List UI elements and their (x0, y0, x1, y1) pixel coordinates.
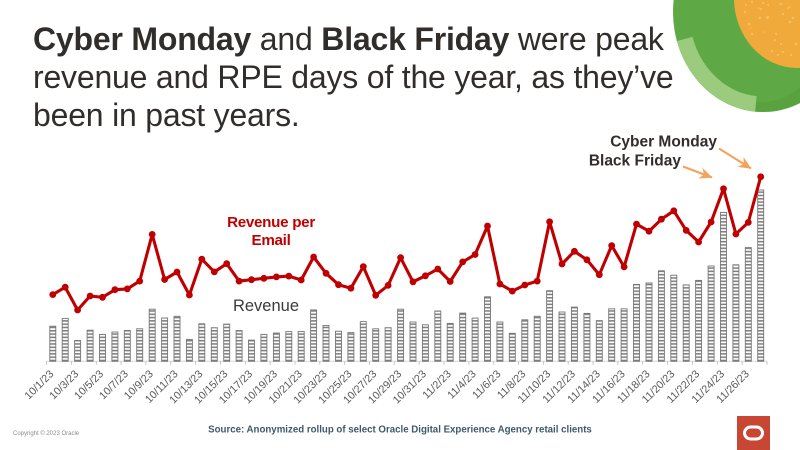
svg-text:Revenue: Revenue (233, 297, 299, 315)
svg-text:Email: Email (251, 232, 290, 249)
svg-text:Black Friday: Black Friday (589, 153, 682, 170)
svg-text:Copyright © 2023 Oracle: Copyright © 2023 Oracle (13, 430, 80, 437)
svg-text:Source: Anonymized rollup of s: Source: Anonymized rollup of select Orac… (208, 425, 592, 436)
svg-text:Revenue per: Revenue per (227, 214, 315, 231)
svg-text:Cyber Monday: Cyber Monday (610, 134, 717, 151)
